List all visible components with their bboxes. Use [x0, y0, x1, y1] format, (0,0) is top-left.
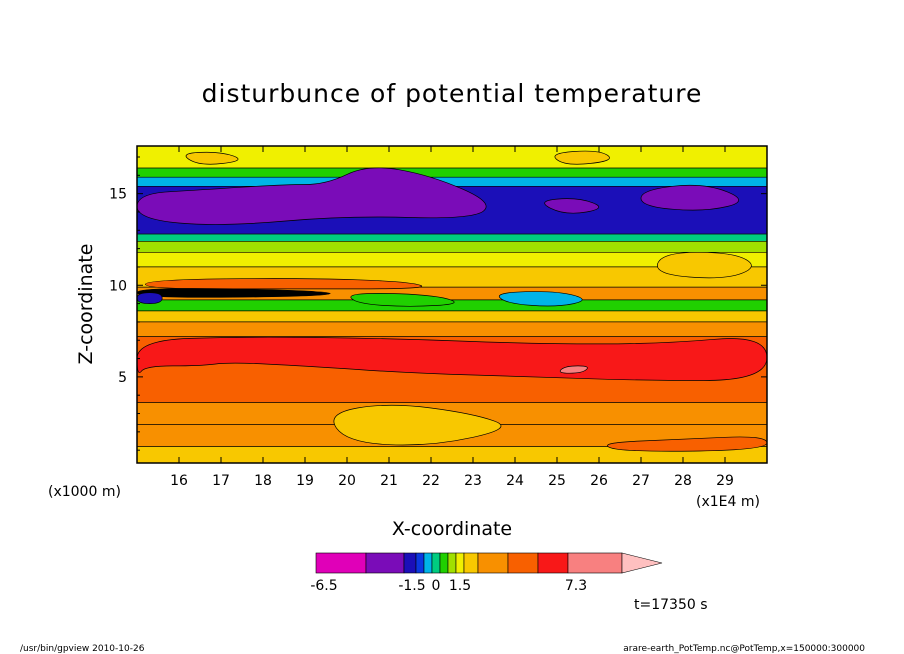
contour-region-2: [640, 184, 740, 211]
contour-region-12: [559, 365, 588, 374]
x-axis-label: X-coordinate: [392, 518, 512, 540]
time-label: t=17350 s: [634, 597, 708, 613]
colorbar-swatch-4: [423, 552, 433, 574]
x-tick-label-25: 25: [548, 473, 566, 489]
x-tick-label-17: 17: [212, 473, 230, 489]
x-tick-label-27: 27: [632, 473, 650, 489]
x-tick-label-19: 19: [296, 473, 314, 489]
colorbar-swatch-10: [477, 552, 509, 574]
colorbar-label-1: -1.5: [398, 578, 425, 594]
contour-region-5: [657, 251, 752, 279]
x-tick-label-28: 28: [674, 473, 692, 489]
contour-region-8: [137, 288, 331, 298]
colorbar-label-0: -6.5: [310, 578, 337, 594]
contour-region-10: [498, 291, 583, 307]
x-tick-label-21: 21: [380, 473, 398, 489]
colorbar-swatch-5: [431, 552, 441, 574]
colorbar-swatch-7: [447, 552, 457, 574]
colorbar-swatch-0: [315, 552, 367, 574]
x-tick-label-16: 16: [170, 473, 188, 489]
x-tick-label-22: 22: [422, 473, 440, 489]
colorbar-label-2: 0: [432, 578, 441, 594]
x-tick-label-29: 29: [716, 473, 734, 489]
y-axis: 5 10 15: [109, 156, 767, 451]
colorbar-swatch-6: [439, 552, 449, 574]
contour-band-2: [137, 177, 767, 187]
x-unit-label: (x1000 m): [48, 484, 121, 500]
contour-band-10: [137, 310, 767, 322]
x-tick-label-24: 24: [506, 473, 524, 489]
contour-band-4: [137, 234, 767, 242]
colorbar-label-4: 7.3: [565, 578, 587, 594]
colorbar-swatch-13: [567, 552, 623, 574]
x-tick-label-18: 18: [254, 473, 272, 489]
x-tick-label-20: 20: [338, 473, 356, 489]
contour-band-6: [137, 252, 767, 267]
y-tick-label-10: 10: [109, 278, 127, 294]
colorbar-swatch-3: [415, 552, 425, 574]
colorbar-label-3: 1.5: [449, 578, 471, 594]
contour-region-14: [607, 436, 767, 452]
plot-area: [137, 146, 767, 463]
contour-region-9: [350, 293, 455, 307]
contour-band-11: [137, 321, 767, 337]
contour-band-9: [137, 299, 767, 311]
colorbar-swatch-12: [537, 552, 569, 574]
y-axis-label: Z-coordinate: [75, 244, 97, 365]
contour-region-11: [137, 292, 163, 304]
x-axis: 16 17 18 19 20 21 22 23 24 25 26 27 28 29: [170, 146, 734, 489]
x-tick-label-26: 26: [590, 473, 608, 489]
footer-right: arare-earth_PotTemp.nc@PotTemp,x=150000:…: [623, 644, 865, 654]
contour-region-4: [554, 150, 610, 165]
chart-title: disturbunce of potential temperature: [202, 79, 703, 108]
colorbar-swatch-2: [403, 552, 417, 574]
contour-region-3: [185, 151, 239, 165]
plot-frame: [136, 145, 768, 464]
contour-band-15: [137, 446, 767, 463]
y-tick-label-5: 5: [118, 370, 127, 386]
contour-band-1: [137, 168, 767, 178]
y-tick-label-15: 15: [109, 187, 127, 203]
footer-left: /usr/bin/gpview 2010-10-26: [20, 644, 145, 654]
colorbar-swatch-9: [463, 552, 479, 574]
x-tick-label-23: 23: [464, 473, 482, 489]
contour-region-0: [137, 167, 487, 225]
contour-region-13: [333, 404, 502, 446]
colorbar-swatch-1: [365, 552, 405, 574]
colorbar-swatch-8: [455, 552, 465, 574]
colorbar-swatch-11: [507, 552, 539, 574]
contour-band-0: [137, 146, 767, 168]
contour-region-6: [137, 336, 767, 381]
colorbar: -6.5 -1.5 0 1.5 7.3: [310, 552, 663, 594]
x-multiplier-label: (x1E4 m): [696, 494, 760, 510]
colorbar-extension-arrow: [621, 552, 663, 574]
contour-band-5: [137, 241, 767, 253]
contour-region-1: [544, 198, 600, 214]
